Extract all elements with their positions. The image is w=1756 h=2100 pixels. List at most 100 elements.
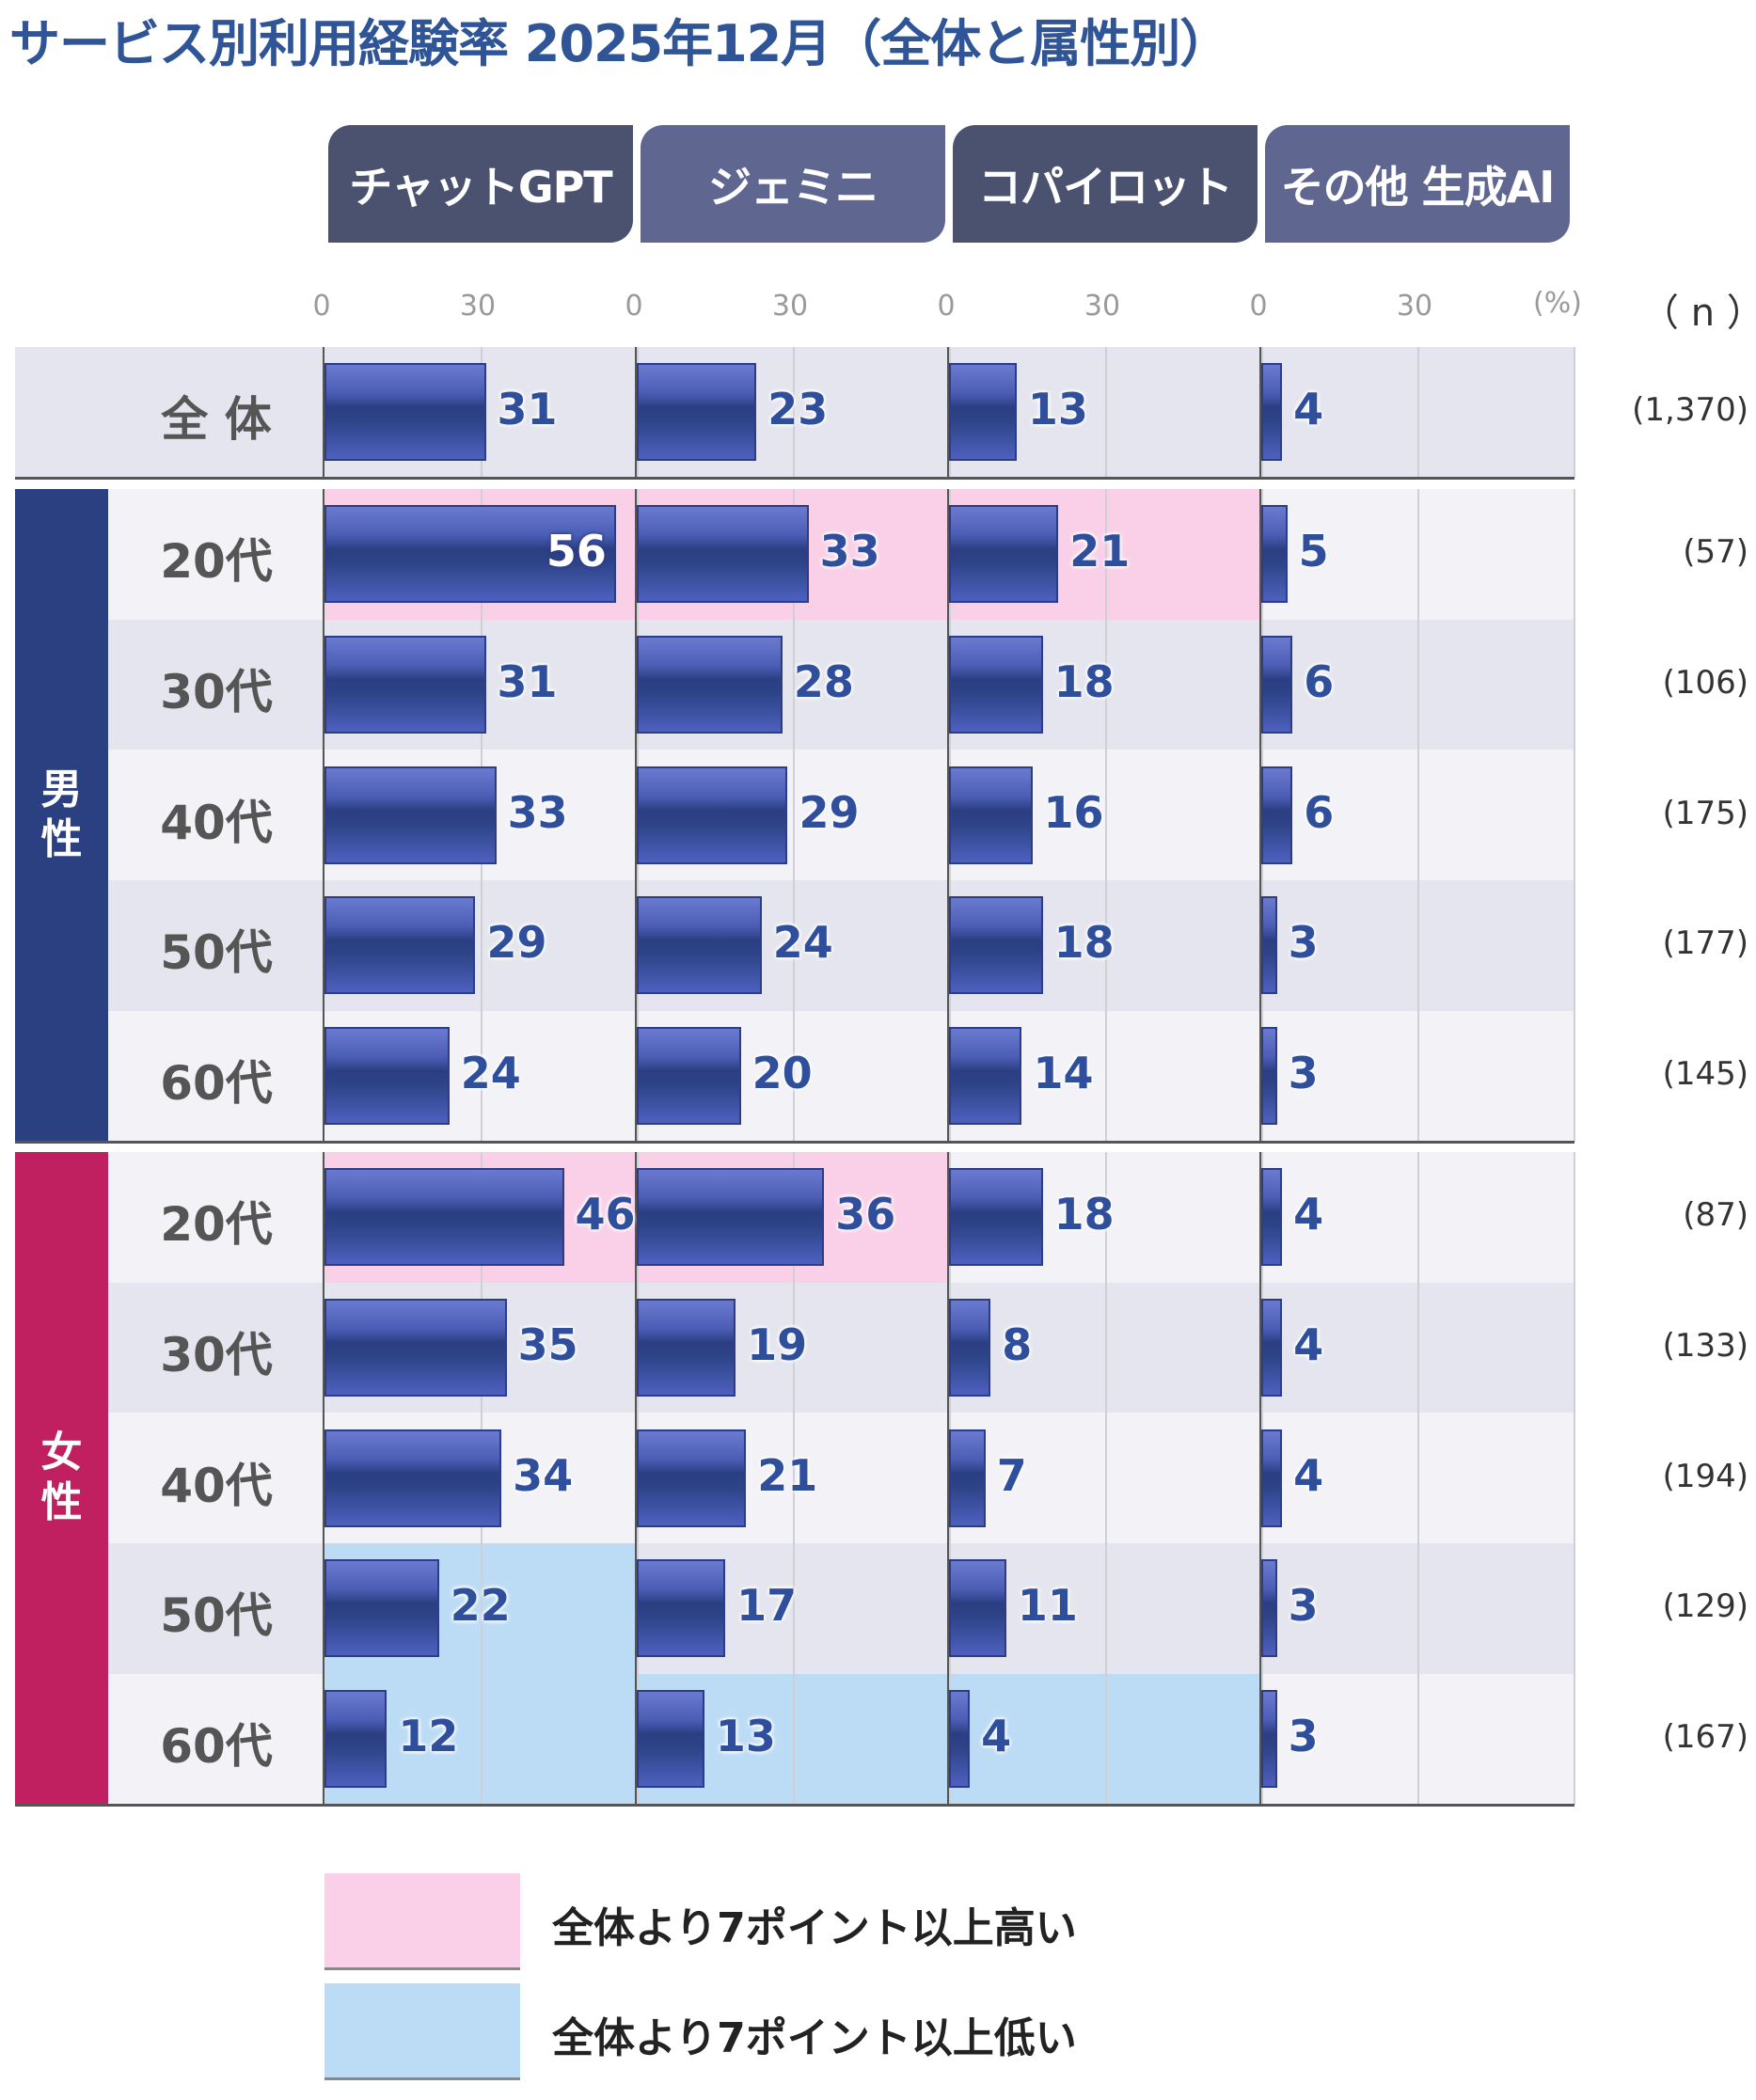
sample-size: (129) xyxy=(1662,1587,1748,1626)
row-separator xyxy=(15,1803,1574,1807)
service-tab: その他 生成AI xyxy=(1265,125,1570,243)
sample-size: (133) xyxy=(1662,1327,1748,1366)
gender-label: 女 性 xyxy=(40,1428,83,1526)
bar xyxy=(324,1690,388,1789)
bar xyxy=(637,896,762,995)
data-label: 13 xyxy=(715,1711,776,1762)
chart-title: サービス別利用経験率 2025年12月（全体と属性別） xyxy=(9,14,1230,73)
axis-line xyxy=(947,347,949,478)
sample-size: (167) xyxy=(1662,1718,1748,1757)
axis-tick-label: 30 xyxy=(771,290,809,323)
data-label: 29 xyxy=(799,786,860,838)
bar xyxy=(324,766,497,864)
row-background xyxy=(15,750,1574,881)
row-background xyxy=(15,619,1574,750)
data-label: 36 xyxy=(835,1189,896,1240)
bar xyxy=(324,1559,439,1658)
data-label: 4 xyxy=(981,1711,1012,1762)
data-label: 28 xyxy=(793,656,854,708)
data-label: 31 xyxy=(497,384,558,435)
age-label: 60代 xyxy=(160,1056,273,1112)
service-tab: ジェミニ xyxy=(641,125,945,243)
axis-line xyxy=(323,489,324,1142)
bar xyxy=(949,1299,991,1397)
data-label: 14 xyxy=(1033,1048,1094,1099)
sample-size: (194) xyxy=(1662,1457,1748,1495)
bar xyxy=(949,1027,1022,1126)
bar xyxy=(949,636,1043,734)
data-label: 35 xyxy=(517,1319,578,1371)
bar xyxy=(637,1559,726,1658)
data-label: 12 xyxy=(398,1711,459,1762)
bar xyxy=(324,1429,502,1527)
data-label: 24 xyxy=(772,917,833,969)
row-separator xyxy=(15,476,1574,480)
bar xyxy=(324,505,616,604)
axis-tick-label: 30 xyxy=(1396,290,1433,323)
sample-size: (145) xyxy=(1662,1055,1748,1094)
data-label: 3 xyxy=(1288,1048,1319,1099)
age-label: 30代 xyxy=(160,1328,273,1383)
axis-line xyxy=(323,347,324,478)
data-label: 31 xyxy=(497,656,558,708)
bar xyxy=(949,896,1043,995)
data-label: 4 xyxy=(1293,384,1324,435)
data-label: 18 xyxy=(1053,917,1115,969)
gridline xyxy=(1105,347,1107,478)
axis-tick-label: 30 xyxy=(1084,290,1121,323)
bar xyxy=(1261,1559,1277,1658)
unit-label: (%) xyxy=(1533,287,1582,320)
bar xyxy=(949,766,1033,864)
sample-size: (57) xyxy=(1683,533,1748,572)
axis-line xyxy=(947,1152,949,1805)
bar xyxy=(949,1429,986,1527)
bar xyxy=(324,1168,564,1267)
gridline xyxy=(1105,489,1107,1142)
sample-size: (1,370) xyxy=(1632,391,1748,430)
n-header: （ n ） xyxy=(1641,292,1756,335)
axis-line xyxy=(635,1152,637,1805)
gender-label: 男 性 xyxy=(40,765,83,863)
data-label: 21 xyxy=(757,1449,818,1501)
data-label: 20 xyxy=(751,1048,813,1099)
data-label: 46 xyxy=(575,1189,636,1240)
data-label: 5 xyxy=(1298,526,1329,577)
bar xyxy=(1261,363,1283,462)
bar xyxy=(637,1168,825,1267)
data-label: 23 xyxy=(767,384,829,435)
bar xyxy=(324,636,486,734)
axis-line xyxy=(1259,489,1261,1142)
bar xyxy=(637,363,757,462)
row-background xyxy=(15,1282,1574,1413)
data-label: 19 xyxy=(747,1319,808,1371)
bar xyxy=(324,363,486,462)
bar xyxy=(949,505,1059,604)
data-label: 6 xyxy=(1304,786,1335,838)
data-label: 3 xyxy=(1288,1711,1319,1762)
gridline xyxy=(1417,347,1419,478)
bar xyxy=(637,636,783,734)
bar xyxy=(1261,1690,1277,1789)
total-label: 全 体 xyxy=(161,392,272,448)
gender-band: 女 性 xyxy=(15,1152,108,1805)
gender-band: 男 性 xyxy=(15,489,108,1142)
gridline xyxy=(1417,1152,1419,1805)
data-label: 8 xyxy=(1002,1319,1033,1371)
bar xyxy=(1261,766,1293,864)
sample-size: (177) xyxy=(1662,924,1748,963)
age-label: 30代 xyxy=(160,665,273,720)
data-label: 4 xyxy=(1293,1449,1324,1501)
data-label: 6 xyxy=(1304,656,1335,708)
bar xyxy=(637,1027,741,1126)
data-label: 34 xyxy=(513,1449,574,1501)
sample-size: (175) xyxy=(1662,794,1748,832)
axis-tick-label: 0 xyxy=(1249,290,1268,323)
service-tab: コパイロット xyxy=(953,125,1258,243)
data-label: 4 xyxy=(1293,1189,1324,1240)
data-label: 22 xyxy=(450,1580,511,1632)
row-separator xyxy=(15,1140,1574,1144)
gridline xyxy=(1574,489,1575,1142)
bar xyxy=(324,1299,507,1397)
gridline xyxy=(1574,347,1575,478)
legend-label: 全体より7ポイント以上低い xyxy=(552,2014,1077,2062)
